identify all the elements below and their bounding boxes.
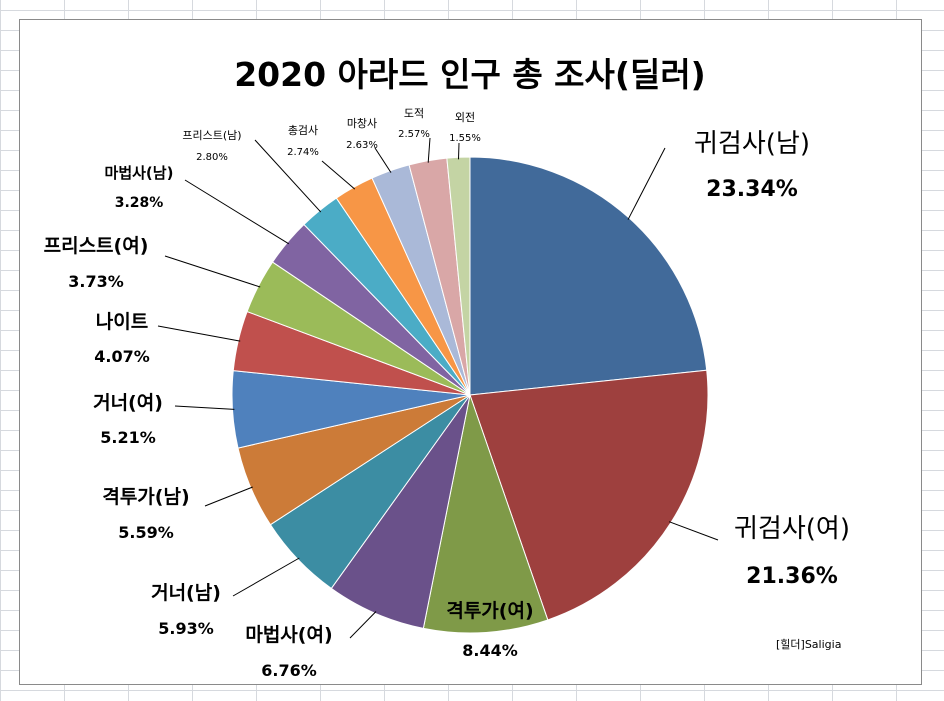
leader-line — [627, 147, 666, 220]
watermark-text: [힐더]Saligia — [776, 638, 841, 651]
chart-title: 2020 아라드 인구 총 조사(딜러) — [234, 55, 706, 94]
slice-label: 나이트 — [96, 311, 148, 333]
slice-percent-label: 6.76% — [261, 661, 317, 680]
slice-percent-label: 2.74% — [287, 147, 319, 158]
slice-label: 외전 — [455, 111, 475, 124]
slice-percent-label: 3.28% — [115, 195, 164, 211]
leader-lines — [157, 137, 719, 639]
slice-percent-label: 5.21% — [100, 428, 156, 447]
slice-label: 도적 — [404, 107, 424, 120]
slice-label: 거너(여) — [93, 392, 163, 414]
slice-label: 귀검사(남) — [694, 129, 810, 159]
slice-percent-label: 23.34% — [706, 177, 798, 202]
leader-line — [427, 137, 431, 163]
pie-slices — [231, 156, 709, 634]
slice-label: 격투가(남) — [102, 486, 189, 508]
slice-label: 마창사 — [347, 117, 377, 130]
slice-percent-label: 21.36% — [746, 564, 838, 589]
leader-line — [254, 139, 322, 213]
slice-percent-label: 2.63% — [346, 140, 378, 151]
leader-line — [157, 325, 241, 342]
leader-line — [458, 142, 460, 160]
slice-percent-label: 5.59% — [118, 523, 174, 542]
slice-label: 마법사(여) — [245, 624, 332, 646]
slice-label: 격투가(여) — [446, 600, 533, 622]
slice-label: 프리스트(여) — [44, 235, 149, 257]
slice-percent-label: 8.44% — [462, 641, 518, 660]
slice-label: 마법사(남) — [105, 164, 174, 182]
leader-line — [349, 611, 377, 639]
slice-percent-label: 2.57% — [398, 129, 430, 140]
pie-slice — [469, 156, 708, 396]
leader-line — [184, 179, 290, 245]
slice-percent-label: 2.80% — [196, 152, 228, 163]
slice-percent-label: 4.07% — [94, 347, 150, 366]
leader-line — [164, 255, 261, 288]
leader-line — [174, 405, 235, 410]
pie-slice — [422, 393, 549, 634]
leader-line — [374, 147, 392, 173]
slice-percent-label: 1.55% — [449, 133, 481, 144]
slice-label: 귀검사(여) — [734, 514, 850, 544]
leader-line — [232, 557, 300, 597]
slice-label: 프리스트(남) — [182, 129, 241, 142]
data-labels: 귀검사(남) 23.34% 귀검사(여) 21.36% 격투가(여) 8.44% 마법사(여… — [44, 107, 850, 680]
leader-line — [668, 521, 719, 541]
slice-label: 거너(남) — [151, 582, 221, 604]
leader-line — [204, 486, 253, 507]
slice-percent-label: 5.93% — [158, 619, 214, 638]
slice-label: 총검사 — [288, 124, 318, 137]
leader-line — [321, 160, 356, 190]
slice-percent-label: 3.73% — [68, 272, 124, 291]
